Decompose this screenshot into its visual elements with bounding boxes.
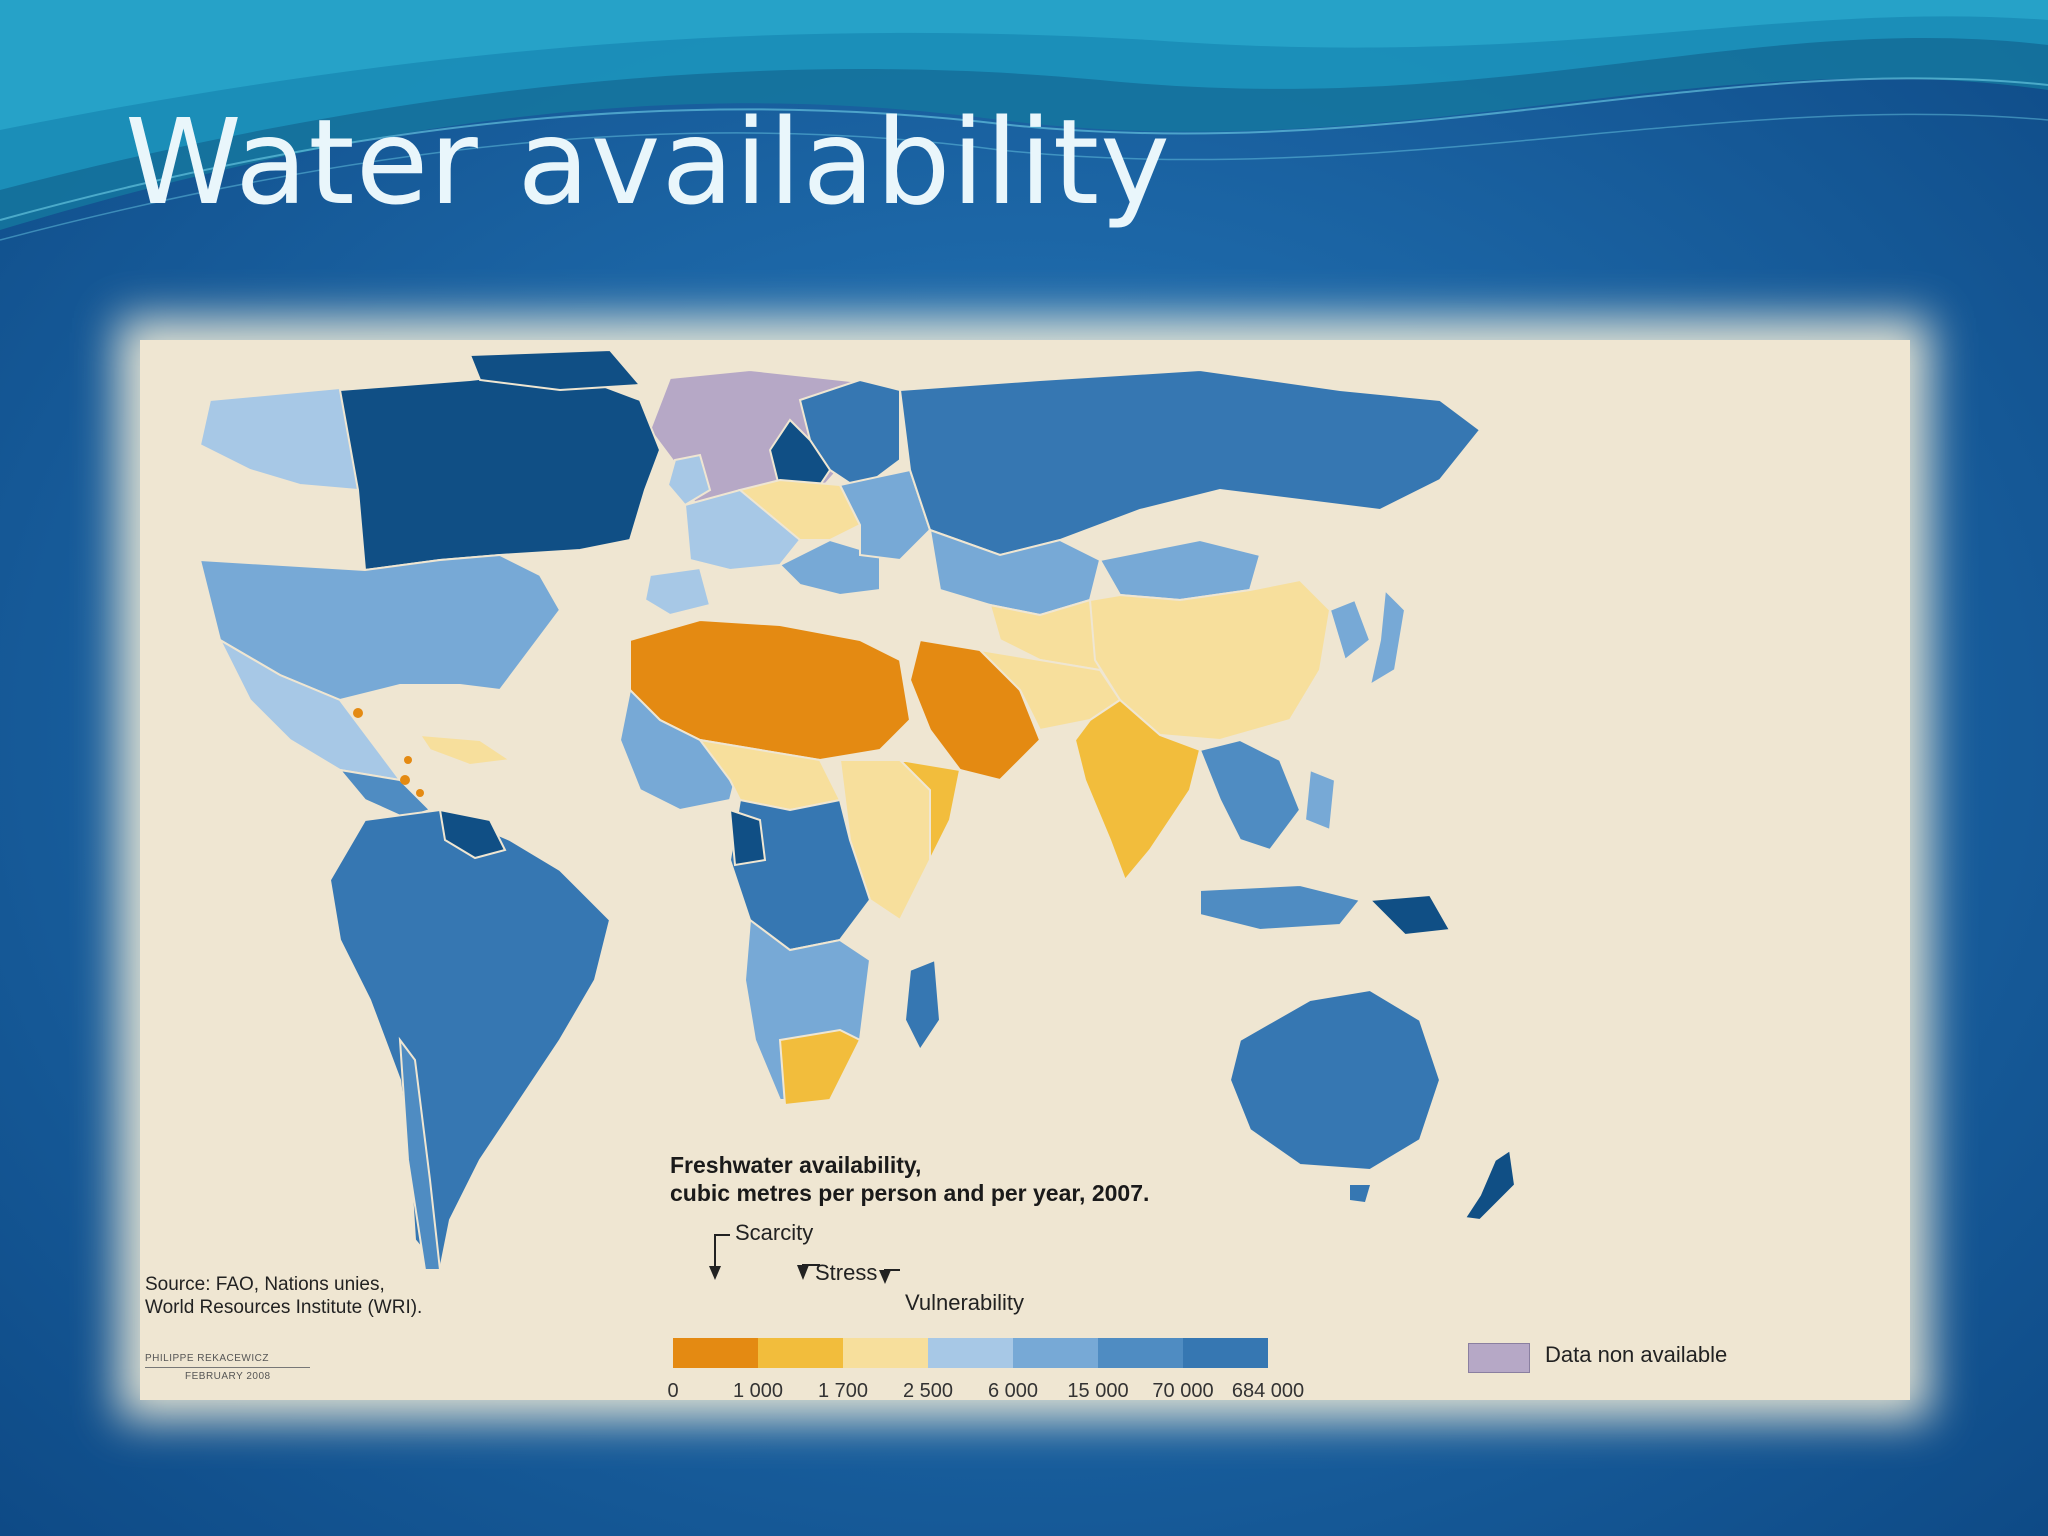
legend-swatch (673, 1338, 758, 1368)
congo-gabon (728, 808, 767, 867)
indonesia (1199, 883, 1362, 932)
iberia (643, 566, 712, 617)
legend-tick-labels: 0 1 000 1 700 2 500 6 000 15 000 70 000 684 000 (660, 1380, 1380, 1400)
author-name: PHILIPPE REKACEWICZ (145, 1353, 269, 1364)
credit-date: FEBRUARY 2008 (185, 1371, 271, 1382)
slide-title: Water availability (125, 93, 1172, 231)
central-africa (728, 798, 872, 952)
source-line-1: Source: FAO, Nations unies, (145, 1274, 385, 1295)
legend-swatch (1013, 1338, 1098, 1368)
wave-header-decoration (0, 0, 2048, 241)
southeast-asia (1198, 738, 1302, 852)
legend-title-line-2: cubic metres per person and per year, 20… (670, 1179, 1150, 1206)
south-africa (778, 1028, 862, 1107)
water-availability-map: Freshwater availability, cubic metres pe… (140, 340, 1910, 1400)
philippines (1303, 768, 1337, 832)
source-line-2: World Resources Institute (WRI). (145, 1296, 423, 1318)
legend-title: Freshwater availability, cubic metres pe… (670, 1152, 1149, 1207)
legend-tick-label: 684 000 (1231, 1380, 1305, 1400)
horn-of-africa (897, 758, 962, 861)
india (1073, 698, 1202, 882)
legend-tick-label: 15 000 (1067, 1380, 1129, 1400)
legend-swatch (1098, 1338, 1183, 1368)
caribbean (418, 733, 513, 767)
legend-tick-label: 70 000 (1152, 1380, 1214, 1400)
balkans (778, 538, 881, 597)
world-map (198, 348, 1517, 1273)
legend-swatch (928, 1338, 1013, 1368)
british-isles (666, 453, 712, 507)
author-credit: PHILIPPE REKACEWICZ FEBRUARY 2008 (145, 1352, 310, 1383)
canada-islands (468, 348, 643, 392)
japan (1368, 587, 1407, 688)
papua (1367, 893, 1452, 937)
madagascar (903, 958, 942, 1052)
new-zealand (1463, 1148, 1517, 1222)
legend-swatch (843, 1338, 928, 1368)
legend-title-line-1: Freshwater availability, (670, 1152, 922, 1178)
no-data-label: Data non available (1545, 1342, 1728, 1367)
guianas (438, 808, 507, 860)
legend-tick-label: 1 700 (817, 1380, 869, 1400)
vulnerability-label: Vulnerability (905, 1290, 1025, 1315)
west-africa (618, 687, 742, 812)
chile (398, 1036, 442, 1271)
threshold-pointers (709, 1234, 900, 1284)
legend-tick-label: 6 000 (987, 1380, 1039, 1400)
legend-tick-label: 2 500 (902, 1380, 954, 1400)
australia (1228, 988, 1442, 1172)
legend-tick-label: 0 (667, 1380, 679, 1400)
stress-label: Stress (815, 1260, 878, 1285)
source-note: Source: FAO, Nations unies, World Resour… (145, 1274, 422, 1320)
no-data-swatch (1468, 1343, 1530, 1373)
korea-japan (1328, 598, 1372, 662)
scarcity-label: Scarcity (735, 1220, 814, 1245)
legend-tick-label: 1 000 (732, 1380, 784, 1400)
south-america (328, 808, 612, 1273)
legend-swatch (758, 1338, 843, 1368)
legend-color-scale (673, 1338, 1268, 1368)
tasmania (1350, 1185, 1370, 1202)
legend-swatch (1183, 1338, 1268, 1368)
